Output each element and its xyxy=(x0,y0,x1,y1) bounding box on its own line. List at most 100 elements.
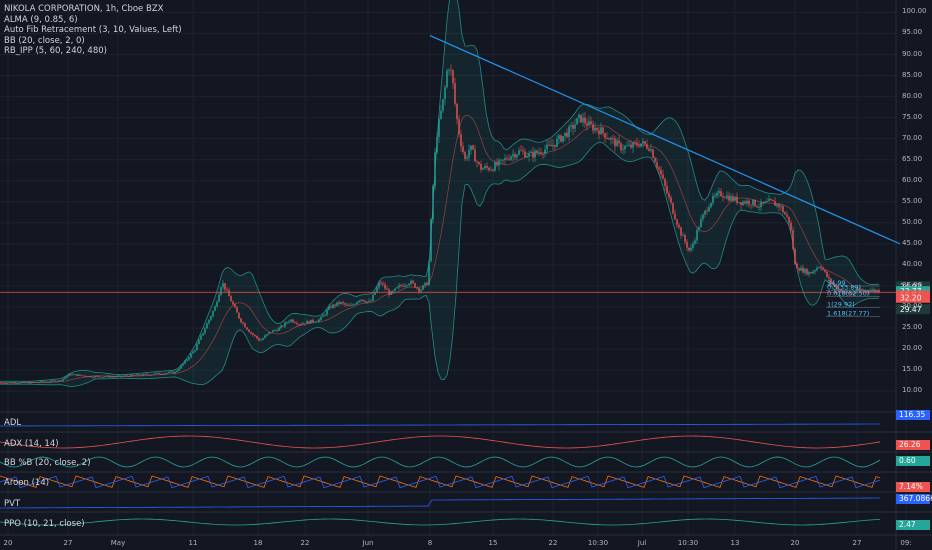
candle-body xyxy=(748,200,750,205)
candle-body xyxy=(876,290,878,292)
candle-body xyxy=(632,142,634,148)
candle-body xyxy=(664,178,666,186)
candle-body xyxy=(670,197,672,203)
candle-body xyxy=(118,375,120,377)
candle-body xyxy=(156,373,158,374)
candle-body xyxy=(728,195,730,201)
candle-body xyxy=(476,161,478,163)
pane-label-adl[interactable]: ADL xyxy=(4,418,22,428)
candle-body xyxy=(582,117,584,123)
candle-body xyxy=(16,383,18,385)
candle-body xyxy=(588,121,590,126)
candle-body xyxy=(600,127,602,135)
candle-body xyxy=(848,292,850,295)
candle-body xyxy=(620,143,622,151)
pane-label-bbb[interactable]: BB %B (20, close, 2) xyxy=(4,458,91,468)
candle-body xyxy=(162,374,164,375)
candle-body xyxy=(192,351,194,354)
time-tick: 11 xyxy=(188,539,198,547)
indicator-fib[interactable]: Auto Fib Retracement (3, 10, Values, Lef… xyxy=(4,25,182,35)
candle-body xyxy=(832,283,834,285)
candle-body xyxy=(654,157,656,163)
symbol-title: NIKOLA CORPORATION, 1h, Cboe BZX xyxy=(4,4,164,14)
candle-body xyxy=(56,381,58,383)
candle-body xyxy=(544,149,546,155)
candle-body xyxy=(766,201,768,202)
price-tick: 15.00 xyxy=(902,365,923,374)
candle-body xyxy=(318,319,320,322)
candle-body xyxy=(450,70,452,71)
candle-body xyxy=(494,162,496,171)
candle-body xyxy=(830,278,832,284)
indicator-rbipp[interactable]: RB_IPP (5, 60, 240, 480) xyxy=(4,46,107,56)
candle-body xyxy=(858,289,860,291)
candle-body xyxy=(634,142,636,144)
candle-body xyxy=(442,99,444,111)
candle-body xyxy=(856,289,858,293)
candle-body xyxy=(120,375,122,377)
price-tick: 60.00 xyxy=(902,175,923,184)
candle-body xyxy=(420,289,422,292)
candle-body xyxy=(390,291,392,295)
candle-body xyxy=(738,202,740,203)
indicator-alma[interactable]: ALMA (9, 0.85, 6) xyxy=(4,14,78,25)
pane-label-pvt[interactable]: PVT xyxy=(4,499,21,509)
candle-body xyxy=(10,382,12,384)
candle-body xyxy=(854,292,856,294)
candle-body xyxy=(674,213,676,220)
candle-body xyxy=(332,304,334,308)
candle-body xyxy=(834,284,836,286)
pane-label-ppo[interactable]: PPO (10, 21, close) xyxy=(4,519,85,529)
candle-body xyxy=(322,315,324,317)
candle-body xyxy=(630,144,632,148)
candle-body xyxy=(698,227,700,230)
candle-body xyxy=(80,374,82,376)
candle-body xyxy=(320,316,322,320)
candle-body xyxy=(36,382,38,383)
time-tick: 22 xyxy=(548,539,558,547)
indicator-bb[interactable]: BB (20, close, 2, 0) xyxy=(4,35,85,46)
candle-body xyxy=(360,299,362,301)
candle-body xyxy=(564,132,566,137)
candle-body xyxy=(356,302,358,305)
candle-body xyxy=(872,289,874,291)
candle-body xyxy=(598,130,600,135)
candle-body xyxy=(804,269,806,273)
candle-body xyxy=(482,168,484,170)
candle-body xyxy=(824,269,826,272)
candle-body xyxy=(576,118,578,125)
candle-body xyxy=(280,325,282,328)
candle-body xyxy=(756,206,758,208)
candle-body xyxy=(836,285,838,290)
candle-body xyxy=(788,216,790,223)
candle-body xyxy=(782,206,784,213)
candle-body xyxy=(814,270,816,272)
candle-body xyxy=(172,371,174,374)
candle-body xyxy=(354,304,356,305)
candle-body xyxy=(456,103,458,120)
candle-body xyxy=(0,382,2,384)
candle-body xyxy=(430,219,432,262)
candle-body xyxy=(810,272,812,274)
pane-label-aroon[interactable]: Aroon (14) xyxy=(4,478,50,488)
candle-body xyxy=(652,149,654,158)
candle-body xyxy=(370,300,372,302)
candle-body xyxy=(534,150,536,158)
candle-body xyxy=(490,169,492,171)
candle-body xyxy=(202,333,204,336)
candle-body xyxy=(108,375,110,378)
candle-body xyxy=(510,156,512,160)
pane-label-adx[interactable]: ADX (14, 14) xyxy=(4,439,59,449)
candle-body xyxy=(272,330,274,333)
candle-body xyxy=(678,224,680,228)
candle-body xyxy=(610,137,612,140)
candle-body xyxy=(486,166,488,168)
candle-body xyxy=(268,332,270,335)
pane-value-bbb: 0.60 xyxy=(896,456,930,466)
candle-body xyxy=(160,374,162,375)
candle-body xyxy=(50,380,52,382)
candle-body xyxy=(298,324,300,326)
candle-body xyxy=(152,374,154,376)
candle-body xyxy=(408,283,410,286)
